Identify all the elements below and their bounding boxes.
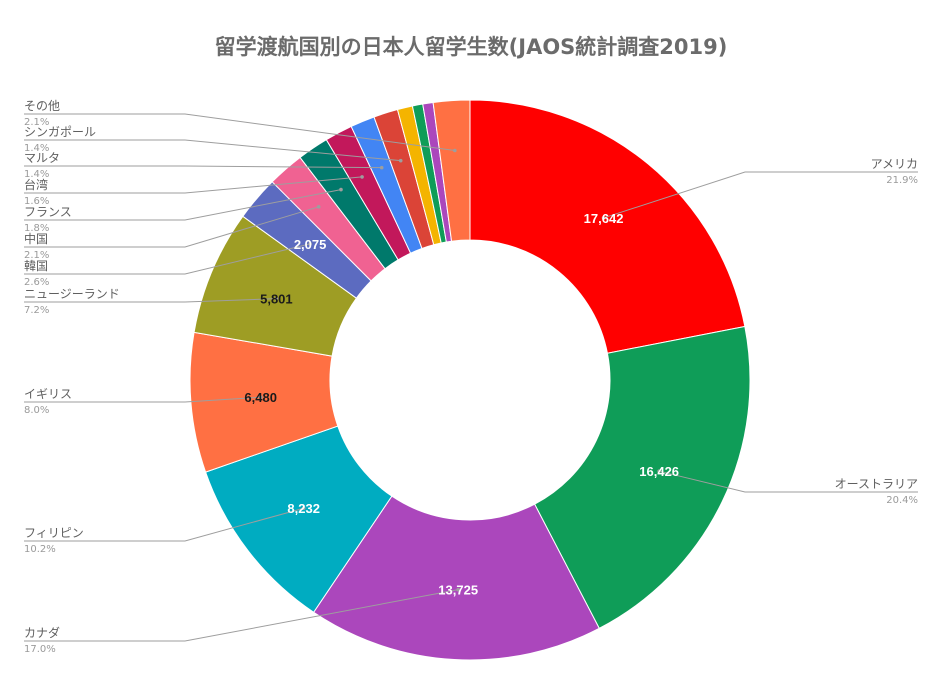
slice-value-label: 16,426 [639, 464, 679, 479]
callout-dot [316, 205, 321, 209]
callout-line [24, 176, 363, 194]
slice-value-label: 6,480 [244, 390, 277, 405]
legend-percent: 8.0% [24, 405, 49, 416]
callout-dot [456, 587, 460, 592]
slice-15 [432, 99, 471, 242]
legend-percent: 10.2% [24, 544, 56, 555]
value-labels-group: 17,642 16,426 13,725 8,232 6,480 5,801 2,075 [244, 211, 679, 598]
callout-line [24, 243, 311, 275]
callout-line [24, 139, 401, 162]
slice-value-label: 2,075 [294, 237, 327, 252]
callout-dot [453, 148, 457, 153]
legend-name: イギリス [24, 387, 72, 401]
legend-name: オーストラリア [835, 477, 918, 491]
callout-line [24, 206, 319, 248]
chart-title: 留学渡航国別の日本人留学生数(JAOS統計調査2019) [215, 35, 728, 59]
legend-percent: 7.2% [24, 305, 49, 316]
slice-value-label: 5,801 [260, 292, 293, 307]
callout-dot [360, 175, 364, 179]
legend-name: 韓国 [24, 259, 48, 273]
slice-1 [533, 325, 751, 630]
callout-dot [339, 187, 343, 192]
slice-value-label: 17,642 [584, 211, 624, 226]
callout-dot [657, 469, 661, 474]
legend-name: シンガポール [24, 125, 96, 139]
callout-line [24, 298, 277, 303]
legend-percent: 17.0% [24, 644, 56, 655]
legend-percent: 2.1% [24, 250, 49, 261]
callout-dot [301, 506, 306, 511]
callout-line [24, 589, 459, 642]
legend-percent: 1.4% [24, 169, 49, 180]
callout-dot [398, 158, 403, 163]
legend-percent: 2.1% [24, 117, 49, 128]
callouts-group: その他2.1%シンガポール1.4%マルタ1.4%台湾1.6%フランス1.8%中国… [24, 99, 918, 655]
callout-line [24, 507, 304, 542]
legend-percent: 2.6% [24, 277, 49, 288]
legend-name: フランス [24, 205, 72, 219]
slice-2 [312, 495, 600, 661]
callout-dot [308, 242, 312, 246]
legend-name: 中国 [24, 231, 48, 246]
slices-group [189, 99, 751, 661]
legend-percent: 20.4% [886, 495, 918, 506]
legend-name: カナダ [24, 625, 60, 640]
callout-dot [379, 165, 384, 170]
callout-dot [258, 395, 263, 400]
slice-0 [469, 99, 746, 354]
legend-percent: 1.4% [24, 143, 49, 154]
legend-name: ニュージーランド [24, 287, 120, 301]
legend-percent: 21.9% [886, 175, 918, 186]
legend-name: アメリカ [871, 157, 918, 171]
callout-dot [601, 216, 606, 220]
slice-value-label: 13,725 [438, 583, 478, 598]
legend-name: その他 [24, 99, 60, 113]
legend-name: 台湾 [24, 177, 48, 192]
callout-line [659, 470, 918, 493]
slice-value-label: 8,232 [287, 501, 320, 516]
legend-percent: 1.8% [24, 223, 49, 234]
callout-line [603, 171, 918, 219]
callout-line [24, 396, 261, 403]
legend-name: フィリピン [24, 526, 84, 540]
callout-line [24, 189, 342, 221]
callout-dot [274, 296, 279, 301]
legend-percent: 1.6% [24, 196, 49, 207]
legend-name: マルタ [24, 151, 60, 165]
callout-line [24, 113, 455, 151]
callout-line [24, 165, 382, 169]
